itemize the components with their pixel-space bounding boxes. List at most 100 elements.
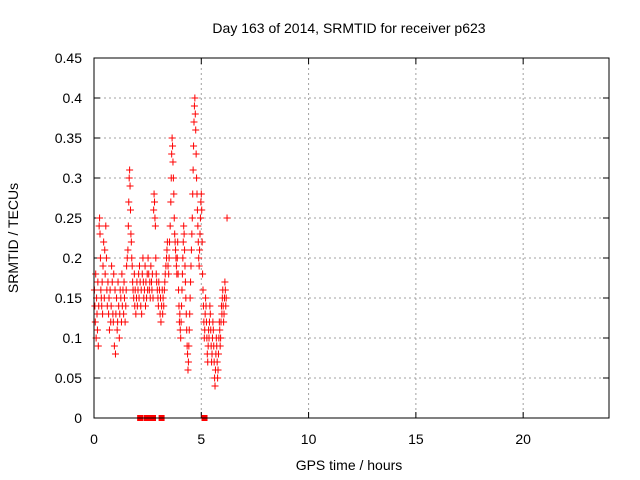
data-point: [150, 206, 158, 214]
y-tick-label: 0.05: [55, 370, 82, 386]
data-point: [159, 310, 167, 318]
data-point: [187, 278, 195, 286]
data-point: [169, 142, 177, 150]
data-point: [189, 166, 197, 174]
data-point: [115, 334, 123, 342]
data-point: [166, 222, 174, 230]
data-point: [120, 294, 128, 302]
data-point: [167, 198, 175, 206]
data-point: [169, 158, 177, 166]
data-point: [190, 118, 198, 126]
data-point: [144, 254, 152, 262]
data-point: [177, 318, 185, 326]
data-point: [185, 326, 193, 334]
data-point: [151, 222, 159, 230]
data-point: [126, 182, 134, 190]
data-point: [181, 246, 189, 254]
y-tick-label: 0.15: [55, 290, 82, 306]
data-point: [196, 246, 204, 254]
data-point: [198, 206, 206, 214]
data-point: [222, 302, 230, 310]
data-point: [110, 342, 118, 350]
data-point: [114, 278, 122, 286]
data-point: [199, 270, 207, 278]
data-point: [165, 270, 173, 278]
data-point: [180, 230, 188, 238]
data-point: [169, 174, 177, 182]
data-point: [152, 254, 160, 262]
data-point: [178, 302, 186, 310]
data-point: [105, 294, 113, 302]
data-point: [120, 278, 128, 286]
data-point: [191, 110, 199, 118]
data-point: [209, 318, 217, 326]
data-point: [96, 214, 104, 222]
data-point: [170, 214, 178, 222]
data-point: [124, 222, 132, 230]
data-point: [96, 254, 104, 262]
data-point: [150, 190, 158, 198]
y-tick-label: 0.4: [63, 90, 83, 106]
data-point: [184, 350, 192, 358]
data-point: [216, 342, 224, 350]
y-tick-label: 0.2: [63, 250, 83, 266]
x-tick-label: 5: [197, 431, 205, 447]
data-points: [90, 94, 231, 421]
data-point: [105, 326, 113, 334]
data-point: [157, 318, 165, 326]
x-tick-label: 20: [515, 431, 531, 447]
data-point: [142, 302, 149, 310]
data-point: [113, 326, 121, 334]
data-point: [99, 310, 107, 318]
data-point: [193, 174, 201, 182]
data-point: [178, 270, 186, 278]
y-tick-label: 0.3: [63, 170, 83, 186]
data-point: [220, 318, 228, 326]
data-point: [127, 238, 135, 246]
data-point: [179, 254, 187, 262]
data-point: [138, 310, 146, 318]
x-axis-ticks: 0 5 10 15 20: [90, 58, 531, 447]
data-point: [122, 302, 130, 310]
data-point: [124, 246, 132, 254]
data-point: [155, 278, 163, 286]
data-point: [125, 174, 133, 182]
data-point: [96, 230, 104, 238]
y-axis-label: SRMTID / TECUs: [5, 183, 21, 293]
data-point: [206, 302, 214, 310]
data-point: [118, 270, 126, 278]
data-point: [191, 94, 199, 102]
data-point: [126, 206, 134, 214]
data-point: [170, 190, 178, 198]
data-point: [160, 286, 168, 294]
data-point: [121, 318, 129, 326]
data-point: [171, 230, 179, 238]
data-point: [214, 366, 222, 374]
data-point: [97, 286, 105, 294]
data-point: [195, 254, 203, 262]
data-point: [213, 358, 221, 366]
data-point: [184, 366, 192, 374]
data-point: [188, 214, 196, 222]
data-point: [192, 150, 200, 158]
data-point: [151, 214, 159, 222]
data-point: [187, 246, 195, 254]
data-point: [209, 326, 217, 334]
y-tick-label: 0.45: [55, 50, 82, 66]
data-point: [178, 286, 186, 294]
data-point: [190, 142, 198, 150]
data-point: [197, 198, 205, 206]
data-point: [176, 326, 184, 334]
data-point: [110, 270, 118, 278]
plot-frame: [93, 57, 610, 419]
data-point: [214, 350, 222, 358]
y-tick-label: 0.1: [63, 330, 83, 346]
data-point: [196, 214, 204, 222]
data-point: [159, 294, 167, 302]
data-point: [108, 262, 116, 270]
x-tick-label: 10: [301, 431, 317, 447]
data-point: [127, 230, 135, 238]
data-point: [222, 294, 230, 302]
y-tick-label: 0: [74, 410, 82, 426]
